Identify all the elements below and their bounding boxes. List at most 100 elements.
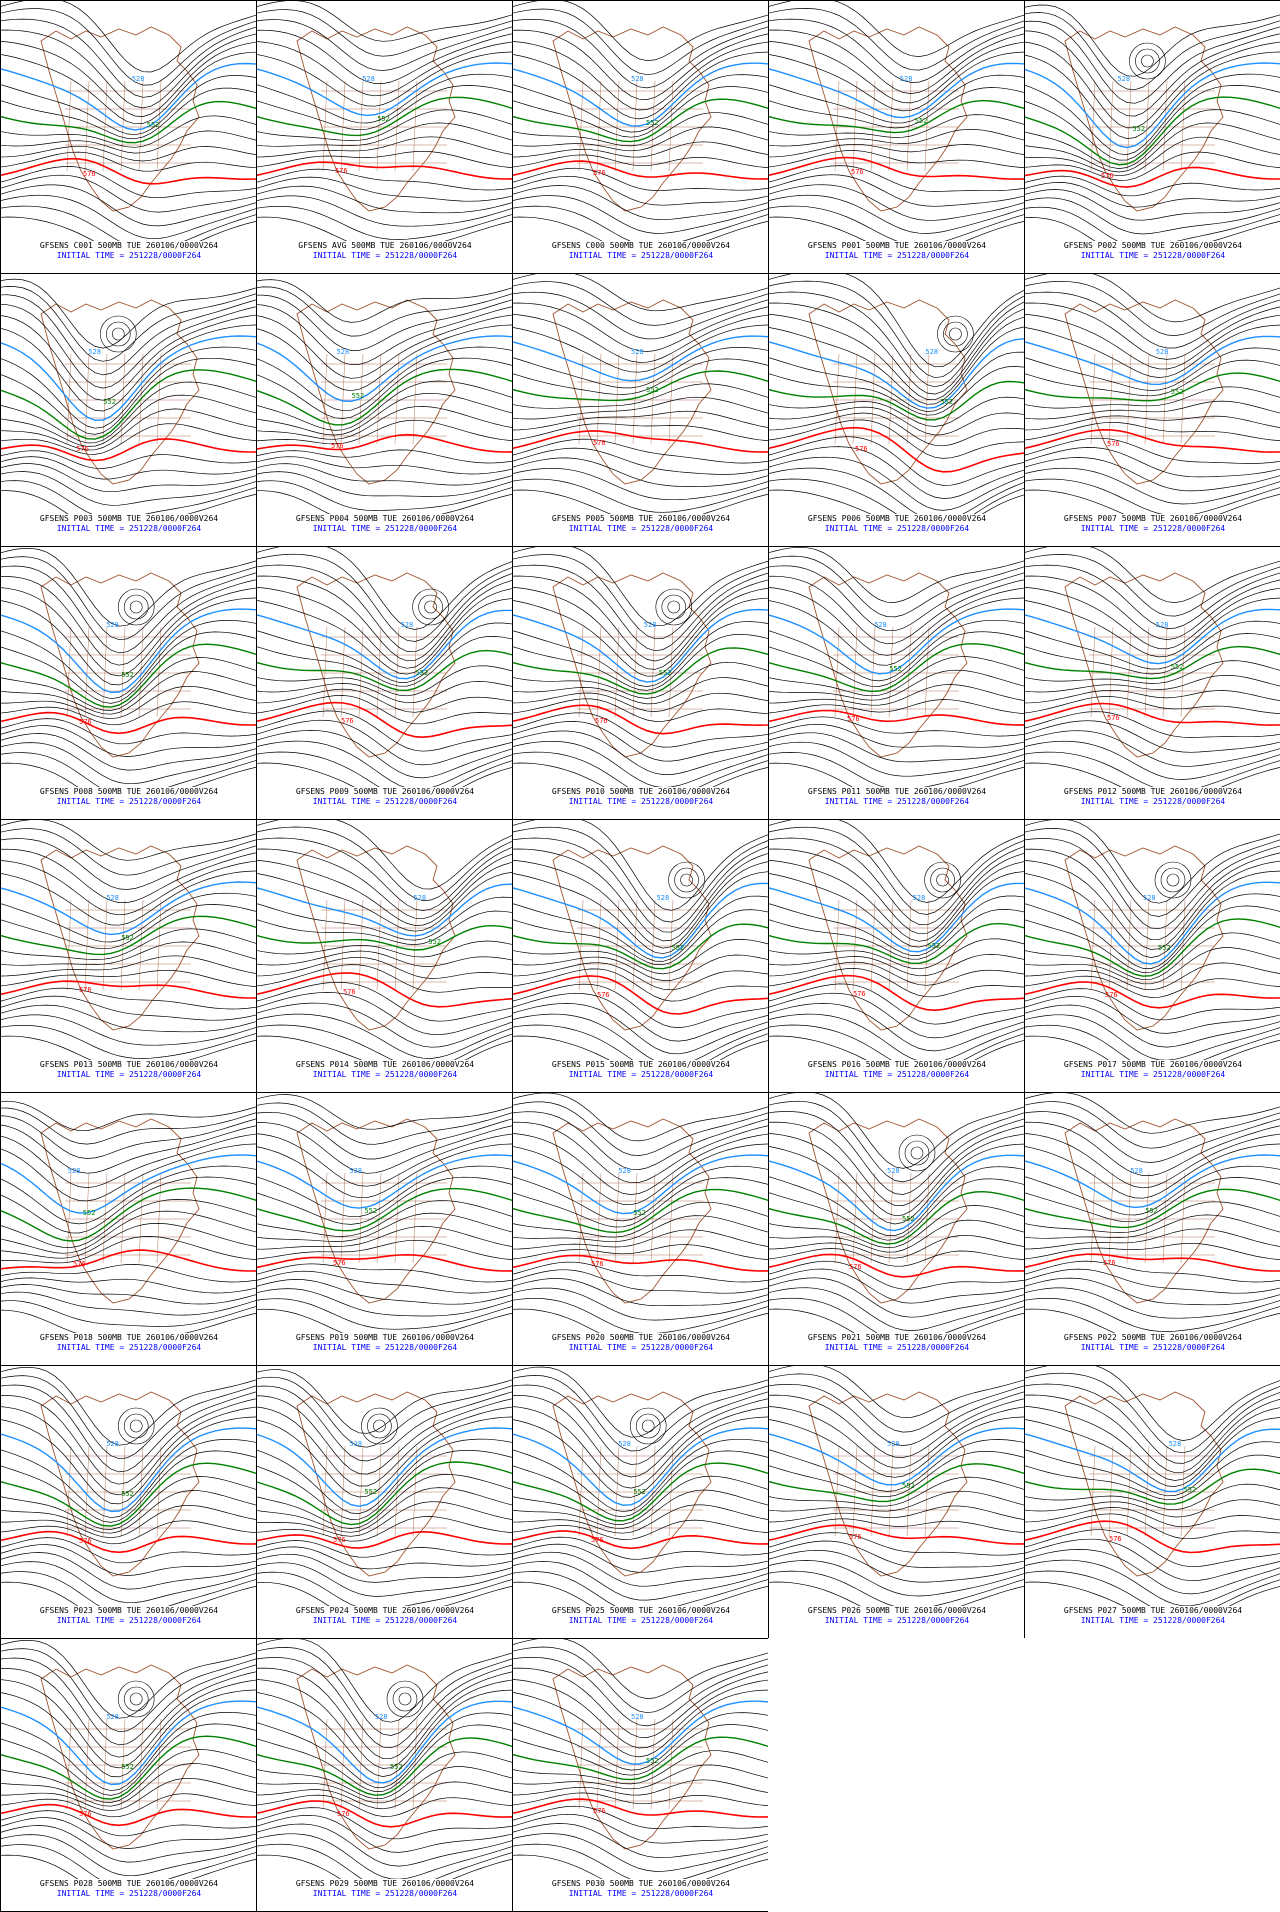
height-contour — [257, 1416, 512, 1498]
map-canvas: 528 552 576 — [1, 547, 256, 787]
height-contour — [257, 1751, 512, 1800]
height-contour — [513, 1287, 768, 1321]
height-contour — [513, 185, 768, 221]
height-contour — [257, 176, 512, 202]
contour-label-528: 528 — [631, 348, 644, 356]
height-contour — [257, 837, 512, 911]
height-contour — [513, 1551, 768, 1587]
height-contour — [257, 419, 512, 445]
height-contour — [769, 871, 1024, 948]
closed-low-contour — [117, 1680, 155, 1718]
contour-label-528: 528 — [1156, 348, 1169, 356]
contour-576 — [257, 1530, 512, 1549]
height-contour — [257, 324, 512, 392]
height-contour — [513, 1489, 768, 1529]
height-contour — [1, 1406, 256, 1496]
height-contour — [1, 1679, 256, 1769]
height-contour — [769, 741, 1024, 777]
height-contour — [1, 1504, 256, 1539]
height-contour — [1025, 962, 1280, 991]
contour-label-552: 552 — [646, 1757, 659, 1765]
contour-label-552: 552 — [83, 1209, 96, 1217]
height-contour — [1, 1537, 256, 1564]
height-contour — [513, 575, 768, 662]
height-contour — [1025, 41, 1280, 129]
height-contour — [513, 939, 768, 975]
border-line — [66, 1172, 72, 1264]
border-line — [358, 80, 364, 172]
height-contour — [513, 141, 768, 158]
height-contour — [513, 383, 768, 409]
height-contour — [513, 1201, 768, 1238]
height-contour — [257, 1553, 512, 1583]
contour-528 — [1, 608, 256, 694]
height-contour — [1025, 415, 1280, 431]
contour-552 — [513, 1188, 768, 1234]
contour-528 — [1025, 881, 1280, 965]
height-contour — [1025, 848, 1280, 941]
height-contour — [257, 1, 512, 42]
border-line — [120, 1718, 126, 1810]
border-line — [852, 353, 858, 445]
height-contour — [513, 1667, 768, 1738]
height-contour — [1, 904, 256, 950]
height-contour — [1025, 893, 1280, 969]
height-contour — [1, 828, 256, 876]
height-contour — [1, 969, 256, 988]
height-contour — [769, 837, 1024, 926]
contour-label-552: 552 — [364, 1207, 377, 1215]
contour-label-576: 576 — [335, 167, 348, 175]
contour-label-552: 552 — [915, 117, 928, 125]
border-line — [632, 353, 638, 445]
contour-label-576: 576 — [341, 717, 354, 725]
closed-low-contour — [629, 1407, 667, 1445]
contour-576 — [769, 1524, 1024, 1545]
closed-low-contour — [949, 327, 962, 341]
contour-576 — [1, 1249, 256, 1272]
height-contour — [513, 698, 768, 722]
border-line — [376, 80, 382, 172]
height-contour — [769, 205, 1024, 241]
height-map: 528 552 576 — [1025, 1366, 1280, 1606]
height-contour — [257, 85, 512, 131]
contour-528 — [1025, 62, 1280, 149]
height-contour — [257, 1487, 512, 1533]
height-contour — [769, 326, 1024, 405]
height-contour — [1, 1689, 256, 1778]
height-contour — [1025, 762, 1280, 787]
panel-initial-time: INITIAL TIME = 251228/0000F264 — [312, 251, 458, 260]
closed-low-contour — [1129, 42, 1166, 80]
closed-low-contour — [117, 588, 155, 626]
border-line — [156, 1445, 162, 1537]
border-line — [924, 626, 930, 718]
contour-label-528: 528 — [68, 1167, 81, 1175]
border-line — [156, 899, 162, 991]
border-line — [1126, 1172, 1132, 1264]
border-line — [924, 353, 930, 445]
height-contour — [257, 1667, 512, 1760]
border-line — [1108, 1445, 1114, 1537]
height-contour — [1025, 1260, 1280, 1283]
coastline — [1064, 1118, 1224, 1304]
border-line — [632, 626, 638, 718]
height-contour — [1025, 1297, 1280, 1332]
contour-552 — [769, 380, 1024, 421]
contour-label-528: 528 — [362, 75, 375, 83]
height-contour — [1, 1366, 256, 1446]
border-line — [1180, 1445, 1186, 1537]
height-contour — [257, 1406, 512, 1487]
height-contour — [513, 457, 768, 487]
height-contour — [513, 1779, 768, 1796]
closed-low-contour — [1160, 867, 1186, 893]
height-contour — [1, 1777, 256, 1812]
panel-initial-time: INITIAL TIME = 251228/0000F264 — [1080, 251, 1226, 260]
height-contour — [1, 1648, 256, 1733]
height-contour — [1, 1552, 256, 1590]
panel-title: GFSENS P008 500MB TUE 260106/0000V264 — [39, 787, 219, 796]
border-line — [120, 1445, 126, 1537]
panel-title: GFSENS P027 500MB TUE 260106/0000V264 — [1063, 1606, 1243, 1615]
contour-528 — [1, 62, 256, 131]
border-line — [650, 1445, 656, 1537]
ensemble-panel: 528 552 576 GFSENS P013 500MB TUE 260106/00… — [0, 819, 257, 1093]
panel-initial-time: INITIAL TIME = 251228/0000F264 — [824, 797, 970, 806]
